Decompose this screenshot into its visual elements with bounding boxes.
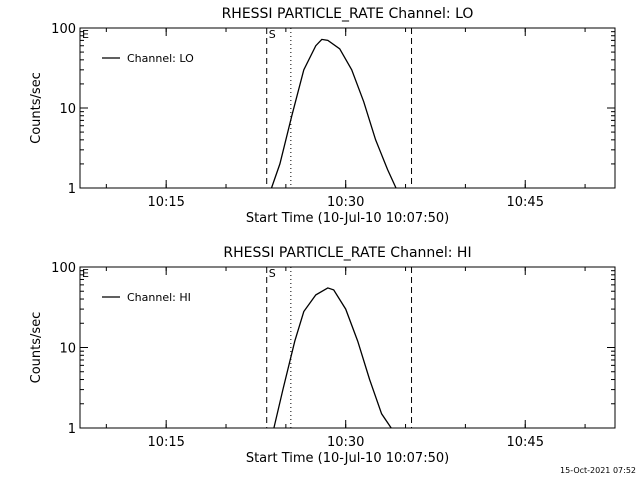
panel-1-x-tick-label: 10:45 bbox=[507, 195, 544, 210]
panel-1-left-edge-label: E bbox=[82, 28, 89, 41]
panel-2-event-marker-label: S bbox=[269, 267, 276, 280]
panel-2-chart-title: RHESSI PARTICLE_RATE Channel: HI bbox=[223, 245, 471, 261]
panel-1-x-tick-label: 10:15 bbox=[147, 195, 184, 210]
panel-2-x-tick-label: 10:15 bbox=[147, 435, 184, 450]
panel-1-series-line bbox=[270, 38, 397, 189]
panel-2-y-tick-label: 10 bbox=[59, 342, 76, 357]
panel-1-x-axis-label: Start Time (10-Jul-10 10:07:50) bbox=[246, 211, 449, 226]
panel-1-y-tick-label: 1 bbox=[68, 182, 76, 197]
panel-2-y-tick-label: 100 bbox=[51, 261, 76, 276]
panel-1-y-tick-label: 10 bbox=[59, 102, 76, 117]
panel-1-chart-title: RHESSI PARTICLE_RATE Channel: LO bbox=[222, 6, 474, 22]
panel-2-y-axis-label: Counts/sec bbox=[29, 312, 44, 384]
panel-1-legend-label: Channel: LO bbox=[127, 52, 194, 65]
panel-2-legend-label: Channel: HI bbox=[127, 291, 191, 304]
plot-timestamp: 15-Oct-2021 07:52 bbox=[560, 466, 636, 475]
panel-1-y-tick-label: 100 bbox=[51, 22, 76, 37]
panel-2-x-axis-label: Start Time (10-Jul-10 10:07:50) bbox=[246, 451, 449, 466]
panel-2-series-line bbox=[273, 287, 392, 429]
panel-1-event-marker-label: S bbox=[269, 28, 276, 41]
panel-2-x-tick-label: 10:45 bbox=[507, 435, 544, 450]
panel-2-left-edge-label: E bbox=[82, 267, 89, 280]
panel-1-y-axis-label: Counts/sec bbox=[29, 72, 44, 144]
panel-1-x-tick-label: 10:30 bbox=[327, 195, 364, 210]
panel-2-y-tick-label: 1 bbox=[68, 422, 76, 437]
panel-2-x-tick-label: 10:30 bbox=[327, 435, 364, 450]
